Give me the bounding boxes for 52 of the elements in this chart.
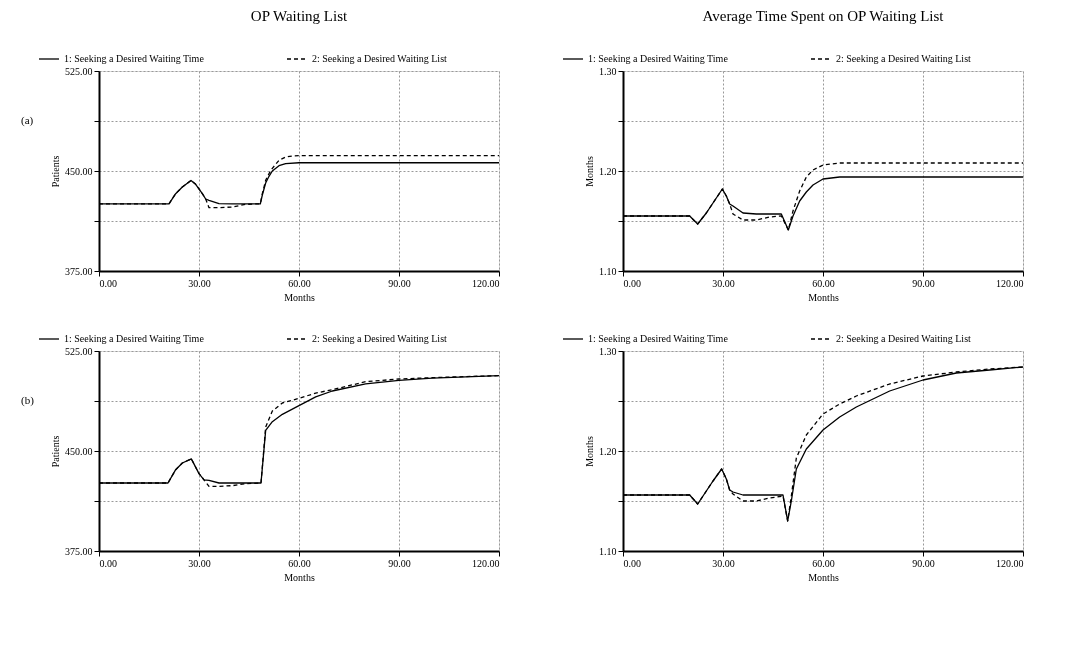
y-tick-label: 1.10 — [599, 545, 617, 557]
y-axis-title: Months — [584, 156, 595, 187]
x-tick-label: 120.00 — [472, 277, 500, 289]
x-tick-label: 30.00 — [712, 557, 735, 569]
y-tick-label: 450.00 — [65, 165, 93, 177]
x-axis-title: Months — [808, 571, 839, 583]
y-tick-label: 375.00 — [65, 545, 93, 557]
x-tick-label: 60.00 — [812, 277, 835, 289]
y-axis-title: Months — [584, 436, 595, 467]
y-axis-title: Patients — [50, 155, 61, 188]
x-tick-label: 0.00 — [99, 557, 117, 569]
x-tick-label: 120.00 — [472, 557, 500, 569]
x-tick-label: 90.00 — [912, 277, 935, 289]
y-tick-label: 375.00 — [65, 265, 93, 277]
y-tick-label: 1.30 — [599, 345, 617, 357]
x-axis-title: Months — [284, 291, 315, 303]
x-tick-label: 60.00 — [288, 557, 311, 569]
x-tick-label: 90.00 — [912, 557, 935, 569]
x-tick-label: 120.00 — [996, 277, 1024, 289]
legend-label: 1: Seeking a Desired Waiting Time — [64, 53, 205, 64]
x-tick-label: 0.00 — [623, 277, 641, 289]
x-tick-label: 30.00 — [188, 557, 211, 569]
chart-title: Average Time Spent on OP Waiting List — [702, 8, 945, 24]
y-tick-label: 1.20 — [599, 165, 617, 177]
legend-label: 2: Seeking a Desired Waiting List — [836, 333, 972, 344]
legend-label: 1: Seeking a Desired Waiting Time — [588, 53, 729, 64]
x-axis-title: Months — [284, 571, 315, 583]
y-tick-label: 1.20 — [599, 445, 617, 457]
legend-label: 1: Seeking a Desired Waiting Time — [64, 333, 205, 344]
x-tick-label: 60.00 — [288, 277, 311, 289]
text: (a) — [21, 114, 34, 127]
legend-label: 2: Seeking a Desired Waiting List — [312, 53, 448, 64]
chart-title: OP Waiting List — [250, 8, 348, 24]
y-tick-label: 450.00 — [65, 445, 93, 457]
x-tick-label: 0.00 — [99, 277, 117, 289]
x-tick-label: 60.00 — [812, 557, 835, 569]
x-tick-label: 0.00 — [623, 557, 641, 569]
legend-label: 2: Seeking a Desired Waiting List — [836, 53, 972, 64]
x-tick-label: 120.00 — [996, 557, 1024, 569]
x-tick-label: 30.00 — [188, 277, 211, 289]
y-axis-title: Patients — [50, 435, 61, 468]
x-axis-title: Months — [808, 291, 839, 303]
x-tick-label: 90.00 — [388, 557, 411, 569]
y-tick-label: 1.10 — [599, 265, 617, 277]
legend-label: 1: Seeking a Desired Waiting Time — [588, 333, 729, 344]
y-tick-label: 1.30 — [599, 65, 617, 77]
y-tick-label: 525.00 — [65, 345, 93, 357]
legend-label: 2: Seeking a Desired Waiting List — [312, 333, 448, 344]
y-tick-label: 525.00 — [65, 65, 93, 77]
x-tick-label: 90.00 — [388, 277, 411, 289]
text: (b) — [21, 394, 35, 407]
x-tick-label: 30.00 — [712, 277, 735, 289]
